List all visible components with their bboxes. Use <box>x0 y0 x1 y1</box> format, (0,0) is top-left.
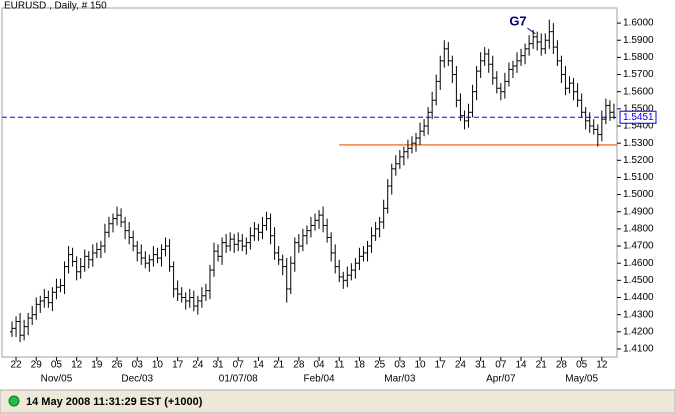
current-price-label: 1.5451 <box>623 112 654 123</box>
y-tick-label: 1.4700 <box>623 241 654 252</box>
x-tick-label: 26 <box>111 360 123 371</box>
y-tick-label: 1.6000 <box>623 18 654 29</box>
y-tick-label: 1.5500 <box>623 103 654 114</box>
y-tick-label: 1.5700 <box>623 69 654 80</box>
x-tick-label: 05 <box>576 360 588 371</box>
month-label: Apr/07 <box>486 374 516 385</box>
plot-frame <box>1 7 618 358</box>
y-tick-label: 1.5600 <box>623 86 654 97</box>
x-tick-label: 21 <box>273 360 285 371</box>
x-tick-label: 07 <box>233 360 245 371</box>
x-tick-label: 22 <box>10 360 22 371</box>
x-tick-label: 31 <box>475 360 487 371</box>
x-tick-label: 29 <box>31 360 43 371</box>
y-tick-label: 1.4800 <box>623 224 654 235</box>
month-label: Nov/05 <box>41 374 73 385</box>
y-tick-label: 1.5000 <box>623 189 654 200</box>
month-label: Dec/03 <box>121 374 153 385</box>
y-tick-label: 1.4400 <box>623 292 654 303</box>
y-tick-label: 1.5900 <box>623 35 654 46</box>
x-tick-label: 03 <box>132 360 144 371</box>
x-tick-label: 12 <box>596 360 608 371</box>
status-indicator <box>8 395 20 407</box>
status-text: 14 May 2008 11:31:29 EST (+1000) <box>26 396 203 408</box>
month-label: Mar/03 <box>384 374 416 385</box>
x-tick-label: 05 <box>51 360 63 371</box>
chart-title: EURUSD , Daily, # 150 <box>4 1 107 12</box>
status-bar <box>0 389 675 413</box>
x-tick-label: 11 <box>334 360 345 371</box>
month-label: 01/07/08 <box>219 374 258 385</box>
x-tick-label: 24 <box>192 360 204 371</box>
annotation-pointer <box>527 27 536 35</box>
y-tick-label: 1.4900 <box>623 206 654 217</box>
y-tick-label: 1.5300 <box>623 138 654 149</box>
x-tick-label: 17 <box>172 360 184 371</box>
x-tick-label: 10 <box>152 360 164 371</box>
x-tick-label: 10 <box>414 360 426 371</box>
x-tick-label: 03 <box>394 360 406 371</box>
month-label: Feb/04 <box>303 374 335 385</box>
annotation: G7 <box>509 13 526 28</box>
current-price-box <box>619 110 657 124</box>
x-tick-label: 12 <box>71 360 83 371</box>
x-tick-label: 17 <box>435 360 447 371</box>
x-tick-label: 25 <box>374 360 386 371</box>
x-tick-label: 28 <box>556 360 568 371</box>
y-tick-label: 1.5200 <box>623 155 654 166</box>
x-tick-label: 14 <box>253 360 265 371</box>
x-tick-label: 18 <box>354 360 366 371</box>
y-tick-label: 1.5100 <box>623 172 654 183</box>
chart-background <box>0 0 675 390</box>
y-tick-label: 1.4500 <box>623 275 654 286</box>
y-tick-label: 1.4200 <box>623 326 654 337</box>
x-tick-label: 21 <box>536 360 548 371</box>
x-tick-label: 14 <box>515 360 527 371</box>
x-tick-label: 04 <box>313 360 325 371</box>
y-tick-label: 1.4600 <box>623 258 654 269</box>
y-tick-label: 1.5400 <box>623 121 654 132</box>
x-tick-label: 07 <box>495 360 507 371</box>
x-tick-label: 31 <box>212 360 224 371</box>
x-tick-label: 24 <box>455 360 467 371</box>
x-tick-label: 28 <box>293 360 305 371</box>
month-label: May/05 <box>565 374 598 385</box>
x-tick-label: 19 <box>91 360 103 371</box>
y-tick-label: 1.5800 <box>623 52 654 63</box>
y-tick-label: 1.4300 <box>623 309 654 320</box>
y-tick-label: 1.4100 <box>623 344 654 355</box>
